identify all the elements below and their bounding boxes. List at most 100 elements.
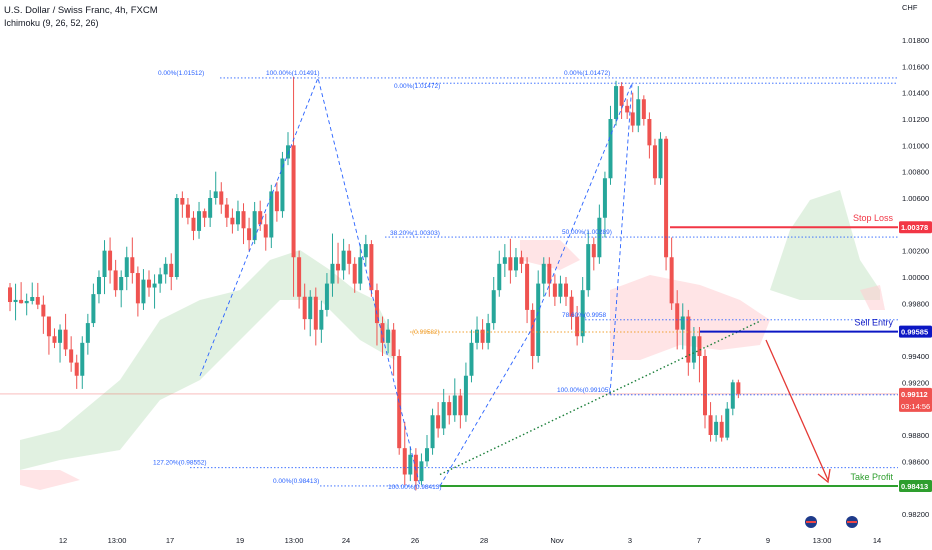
y-tick-label: 1.01400 [902,89,929,98]
candle-body [297,257,302,297]
candle-body [336,263,341,271]
candle-body [708,415,713,435]
x-tick-label: 9 [766,536,770,545]
current-price-tag: 0.99112 [901,390,928,399]
candle-body [725,408,730,438]
candle-body [274,191,279,212]
candle-body [486,323,491,343]
candle-body [330,263,335,284]
candle-body [347,250,352,264]
candle-body [202,211,207,218]
candle-body [363,244,368,258]
candle-body [630,112,635,126]
candle-body [247,228,252,241]
fib-label: 0.00%(0.98413) [273,478,319,485]
candle-body [130,257,135,274]
candle-body [80,342,85,376]
candle-body [463,375,468,416]
candle-body [291,145,296,258]
candle-body [402,448,407,475]
candle-body [502,257,507,264]
y-tick-label: 1.01600 [902,62,929,71]
current-price-tag-bg [899,387,932,412]
candle-body [647,119,652,146]
candle-body [269,191,274,238]
sell-entry-price-tag-bg [899,325,932,338]
candle-body [386,329,391,343]
candle-body [475,329,480,343]
candle-body [174,198,179,277]
candle-body [575,316,580,337]
y-tick-label: 0.99400 [902,352,929,361]
candle-body [369,244,374,291]
y-tick-label: 0.98200 [902,510,929,519]
indicator-label: Ichimoku (9, 26, 52, 26) [4,18,99,28]
ichimoku-cloud-bearish [20,470,80,490]
candle-body [8,287,12,303]
candle-body [513,257,518,271]
candle-body [552,283,557,297]
candle-body [374,290,379,324]
current-price-tag-extra: 03:14:56 [901,402,930,411]
candle-body [224,204,229,218]
currency-label: CHF [902,3,918,12]
candle-body [430,415,435,449]
fib-label: 100.00%(0.99105) [557,387,611,394]
candle-body [380,323,385,343]
x-tick-label: 13:00 [813,536,832,545]
candle-body [714,421,719,435]
candle-body [408,454,413,475]
candle-body [675,303,680,330]
candle-body [141,279,146,304]
y-tick-label: 0.99800 [902,299,929,308]
candle-body [69,349,74,363]
candle-body [152,283,157,288]
candle-body [213,191,218,198]
candle-body [452,395,457,416]
candle-body [591,244,596,258]
candle-body [341,250,346,271]
candle-body [308,296,313,320]
candle-body [63,329,68,350]
candle-body [286,145,290,159]
candle-body [736,382,741,394]
fib-label: 0.00%(1.01472) [394,83,440,90]
trendline-support [439,320,761,476]
candle-body [703,356,707,416]
candle-body [530,309,535,356]
candle-body [252,211,257,241]
candle-body [558,283,563,297]
candle-body [302,296,307,320]
candle-body [74,362,79,376]
take-profit-price-tag: 0.98413 [901,482,928,491]
fib-label: 50.00%(1.00289) [562,229,612,236]
candle-body [147,279,151,288]
x-tick-label: 26 [411,536,419,545]
candle-body [619,86,624,106]
candle-body [680,316,685,330]
candle-body [691,336,696,363]
y-tick-label: 1.00800 [902,168,929,177]
candle-body [324,283,329,310]
candle-body [425,448,429,462]
candle-body [625,105,630,113]
fib-label: 100.00%(0.98413) [388,484,442,491]
stop-loss-price-tag: 1.00378 [901,223,928,232]
abcd-pattern-line [609,83,633,395]
candle-body [135,273,140,304]
candle-body [19,299,24,304]
candle-body [85,323,90,343]
candle-body [163,263,168,275]
candle-body [547,263,552,284]
candle-body [686,316,691,363]
candle-body [491,290,496,324]
x-tick-label: 17 [166,536,174,545]
candle-body [436,415,441,429]
stop-loss-label: Stop Loss [853,213,894,223]
candle-body [519,257,524,264]
y-tick-label: 1.00600 [902,194,929,203]
candle-body [569,296,574,317]
candle-body [96,277,101,295]
fib-label: 78.60%(0.9958 [562,312,606,319]
